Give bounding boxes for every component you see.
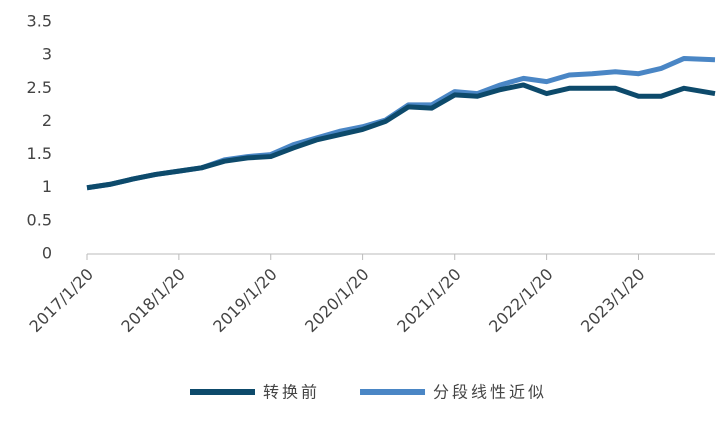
y-tick-label: 3.5 — [27, 12, 52, 31]
y-tick-label: 1.5 — [27, 144, 52, 163]
y-tick-label: 3 — [42, 45, 52, 64]
x-tick-label: 2023/1/20 — [577, 265, 648, 336]
x-tick-label: 2019/1/20 — [209, 265, 280, 336]
legend-label: 转换前 — [263, 383, 320, 402]
y-tick-label: 1 — [42, 177, 52, 196]
x-tick-label: 2020/1/20 — [301, 265, 372, 336]
y-tick-label: 0.5 — [27, 210, 52, 229]
x-tick-label: 2017/1/20 — [26, 265, 97, 336]
y-tick-label: 2 — [42, 111, 52, 130]
legend-label: 分段线性近似 — [433, 383, 547, 402]
x-tick-label: 2021/1/20 — [393, 265, 464, 336]
y-tick-label: 2.5 — [27, 78, 52, 97]
series-line — [86, 82, 716, 191]
y-tick-label: 0 — [42, 244, 52, 263]
x-tick-label: 2018/1/20 — [117, 265, 188, 336]
x-tick-label: 2022/1/20 — [485, 265, 556, 336]
